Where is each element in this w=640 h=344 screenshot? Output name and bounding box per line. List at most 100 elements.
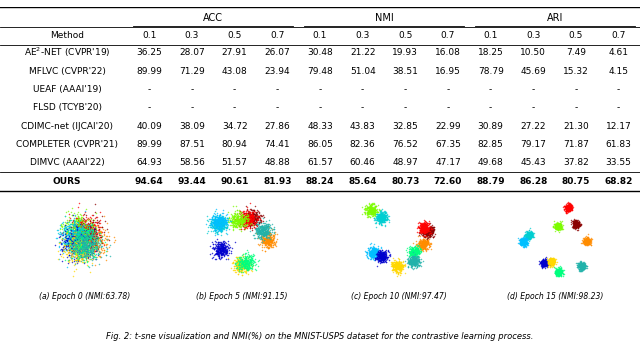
Point — [391, 267, 401, 272]
Point — [536, 259, 546, 265]
Point — [64, 246, 74, 251]
Point — [77, 239, 87, 245]
Point — [555, 269, 565, 275]
Point — [575, 262, 586, 268]
Point — [246, 213, 256, 218]
Point — [364, 250, 374, 256]
Point — [552, 223, 563, 229]
Point — [416, 221, 426, 227]
Point — [418, 240, 428, 246]
Point — [407, 255, 417, 261]
Point — [575, 264, 585, 269]
Point — [567, 206, 577, 212]
Point — [80, 235, 90, 240]
Point — [409, 249, 419, 254]
Point — [63, 237, 73, 242]
Point — [540, 257, 550, 262]
Point — [582, 239, 592, 245]
Point — [413, 253, 423, 259]
Point — [513, 240, 523, 245]
Point — [237, 270, 247, 275]
Point — [267, 238, 277, 244]
Point — [422, 230, 432, 235]
Point — [580, 238, 590, 243]
Text: 0.1: 0.1 — [483, 31, 498, 40]
Point — [565, 200, 575, 206]
Point — [525, 233, 535, 238]
Point — [247, 212, 257, 217]
Point — [410, 261, 420, 267]
Point — [82, 234, 92, 240]
Point — [95, 241, 105, 247]
Point — [74, 247, 84, 252]
Point — [379, 215, 389, 221]
Point — [88, 232, 99, 237]
Point — [522, 229, 532, 235]
Point — [377, 212, 387, 218]
Point — [236, 262, 246, 267]
Point — [580, 237, 591, 242]
Point — [243, 210, 253, 215]
Point — [76, 243, 86, 248]
Point — [580, 239, 590, 244]
Point — [552, 224, 562, 230]
Point — [364, 250, 374, 255]
Point — [373, 243, 383, 248]
Point — [81, 232, 92, 237]
Point — [520, 239, 530, 244]
Point — [373, 255, 383, 260]
Point — [554, 270, 564, 276]
Point — [410, 260, 420, 266]
Point — [420, 240, 430, 246]
Point — [418, 241, 428, 247]
Point — [416, 228, 426, 234]
Point — [420, 246, 431, 251]
Point — [60, 238, 70, 244]
Point — [72, 247, 83, 252]
Point — [217, 222, 227, 227]
Point — [65, 209, 76, 215]
Point — [543, 260, 554, 266]
Text: -: - — [446, 103, 450, 112]
Point — [208, 213, 218, 219]
Point — [521, 233, 531, 239]
Point — [411, 257, 421, 262]
Point — [239, 211, 249, 216]
Point — [540, 261, 550, 267]
Point — [553, 270, 563, 276]
Point — [408, 256, 419, 261]
Point — [541, 260, 551, 266]
Point — [538, 262, 548, 267]
Point — [212, 223, 223, 229]
Point — [368, 249, 378, 254]
Point — [571, 223, 581, 228]
Point — [581, 241, 591, 247]
Point — [406, 262, 417, 268]
Point — [412, 229, 422, 235]
Point — [404, 261, 415, 267]
Point — [215, 216, 225, 222]
Point — [76, 223, 86, 229]
Point — [421, 221, 431, 227]
Point — [74, 229, 84, 234]
Point — [390, 260, 400, 266]
Point — [90, 244, 100, 249]
Point — [237, 258, 247, 264]
Point — [582, 237, 592, 243]
Point — [572, 218, 582, 224]
Point — [420, 235, 430, 240]
Point — [70, 247, 80, 252]
Point — [521, 239, 531, 244]
Point — [413, 249, 424, 255]
Point — [229, 219, 239, 224]
Point — [251, 214, 261, 219]
Point — [67, 253, 77, 258]
Point — [520, 240, 530, 245]
Point — [571, 221, 581, 226]
Point — [579, 263, 589, 269]
Point — [412, 258, 422, 263]
Point — [228, 213, 239, 218]
Point — [102, 226, 112, 232]
Point — [406, 262, 417, 268]
Point — [92, 214, 102, 220]
